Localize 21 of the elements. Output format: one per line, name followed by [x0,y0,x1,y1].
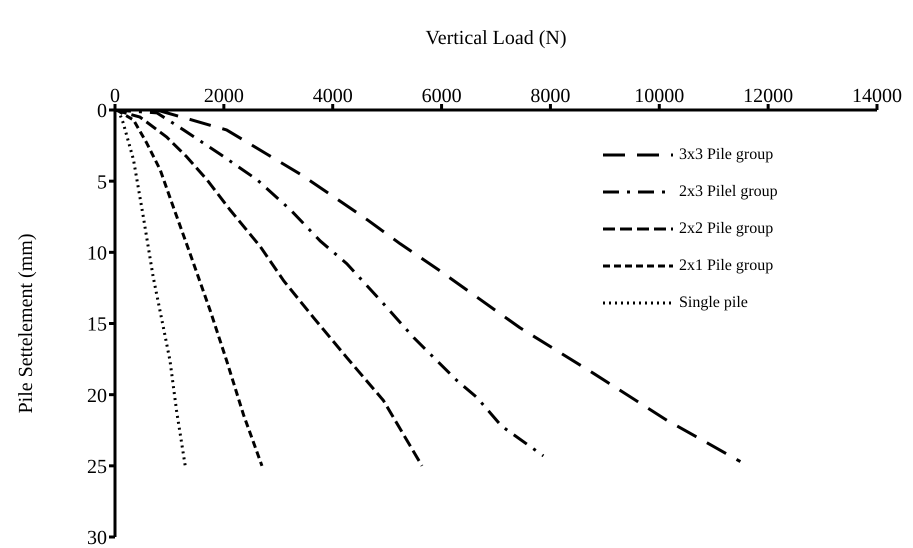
x-tick-label: 10000 [634,85,684,107]
x-axis-title: Vertical Load (N) [425,27,567,50]
legend-label: 2x3 Pilel group [679,182,778,200]
y-tick-label: 10 [87,242,107,264]
y-tick-label: 30 [87,527,107,548]
legend-label: Single pile [679,294,748,312]
x-tick-label: 2000 [204,85,244,107]
x-tick-label: 4000 [312,85,353,107]
legend-label: 2x1 Pile group [679,256,774,274]
legend-label: 2x2 Pile group [679,220,774,238]
x-tick-label: 8000 [530,85,570,107]
y-axis-title: Pile Settelement (mm) [15,234,38,414]
legend-label: 3x3 Pile group [679,146,774,164]
y-tick-label: 5 [97,171,107,194]
y-tick-label: 25 [87,456,107,478]
x-tick-label: 12000 [743,85,794,107]
y-tick-label: 20 [87,384,107,407]
y-tick-label: 15 [87,314,107,336]
x-tick-label: 6000 [422,85,462,107]
y-tick-label: 0 [97,100,107,122]
x-tick-label: 14000 [852,85,902,107]
